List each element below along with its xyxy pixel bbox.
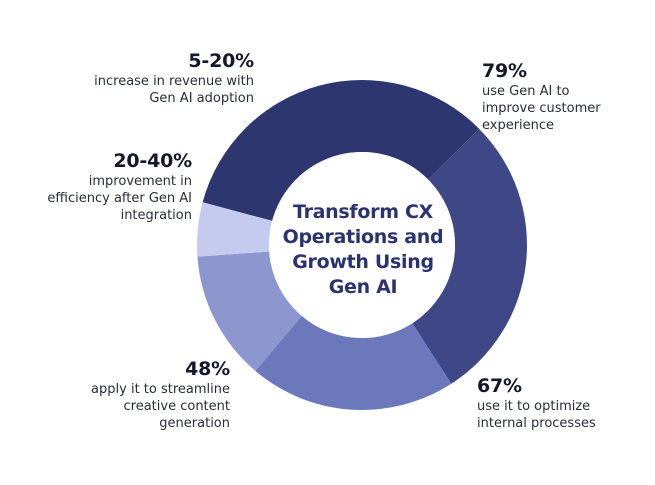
slice-value-label: 20-40% xyxy=(113,150,192,172)
slice-label-revenue: 5-20% increase in revenue with Gen AI ad… xyxy=(70,50,254,107)
slice-value-label: 79% xyxy=(482,60,527,82)
donut-center xyxy=(269,152,455,338)
slice-label-internal-processes: 67% use it to optimize internal processe… xyxy=(477,375,617,432)
donut-slice-internal-processes xyxy=(412,128,527,384)
chart-title-line: Growth Using xyxy=(292,251,434,273)
slice-description: apply it to streamline creative content … xyxy=(91,382,230,431)
slice-description: increase in revenue with Gen AI adoption xyxy=(94,74,254,106)
slice-label-efficiency: 20-40% improvement in efficiency after G… xyxy=(30,150,192,224)
slice-value-label: 48% xyxy=(185,358,230,380)
donut-slice-efficiency xyxy=(197,251,302,371)
chart-title: Transform CX Operations and Growth Using… xyxy=(278,200,448,300)
slice-label-customer-experience: 79% use Gen AI to improve customer exper… xyxy=(482,60,622,134)
slice-description: use it to optimize internal processes xyxy=(477,399,596,431)
chart-title-line: Gen AI xyxy=(328,276,398,298)
slice-value-label: 5-20% xyxy=(188,50,254,72)
chart-title-line: Transform CX xyxy=(293,201,433,223)
slice-description: improvement in efficiency after Gen AI i… xyxy=(47,174,192,223)
slice-label-creative-content: 48% apply it to streamline creative cont… xyxy=(60,358,230,432)
donut-slice-revenue xyxy=(196,202,273,257)
donut-slice-customer-experience xyxy=(202,80,480,221)
donut-slice-creative-content xyxy=(255,315,452,410)
chart-title-line: Operations and xyxy=(282,226,444,248)
slice-value-label: 67% xyxy=(477,375,522,397)
slice-description: use Gen AI to improve customer experienc… xyxy=(482,84,601,133)
